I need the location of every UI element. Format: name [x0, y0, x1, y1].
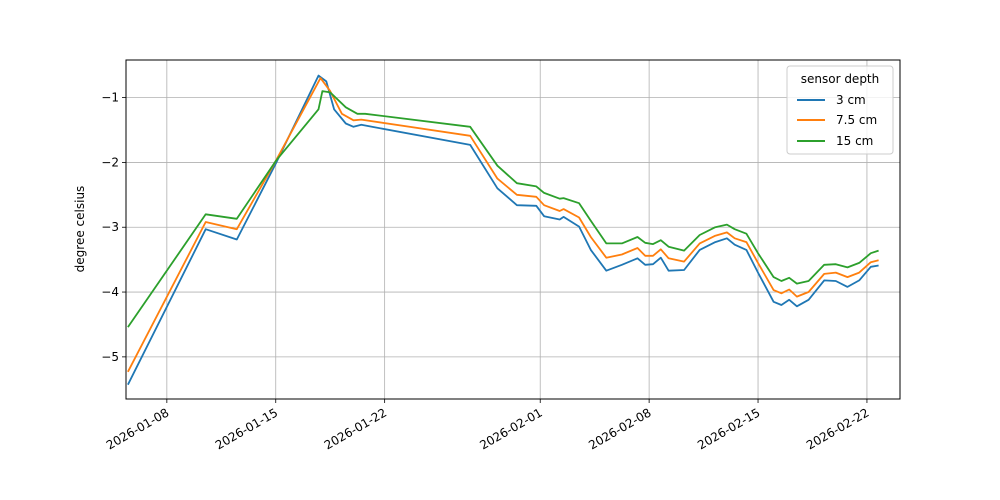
legend-label: 15 cm	[836, 134, 873, 148]
legend-item-3cm: 3 cm	[797, 93, 866, 107]
legend-label: 7.5 cm	[836, 113, 877, 127]
y-axis: −5 −4 −3 −2 −1	[101, 91, 126, 364]
y-axis-label: degree celsius	[73, 186, 87, 273]
y-tick-label: −2	[101, 155, 119, 169]
y-tick-label: −4	[101, 285, 119, 299]
legend: sensor depth 3 cm 7.5 cm 15 cm	[786, 65, 894, 155]
y-tick-label: −5	[101, 350, 119, 364]
series-line-15-cm	[127, 90, 879, 328]
series-line-7-5-cm	[127, 77, 879, 373]
legend-label: 3 cm	[836, 93, 866, 107]
y-tick-label: −3	[101, 220, 119, 234]
axes-frame	[125, 59, 901, 400]
legend-item-15cm: 15 cm	[797, 134, 873, 148]
data-lines	[127, 74, 879, 386]
legend-box	[786, 65, 894, 155]
legend-title: sensor depth	[801, 72, 880, 86]
series-line-3-cm	[127, 74, 879, 386]
legend-item-7-5cm: 7.5 cm	[797, 113, 877, 127]
y-tick-label: −1	[101, 91, 119, 105]
